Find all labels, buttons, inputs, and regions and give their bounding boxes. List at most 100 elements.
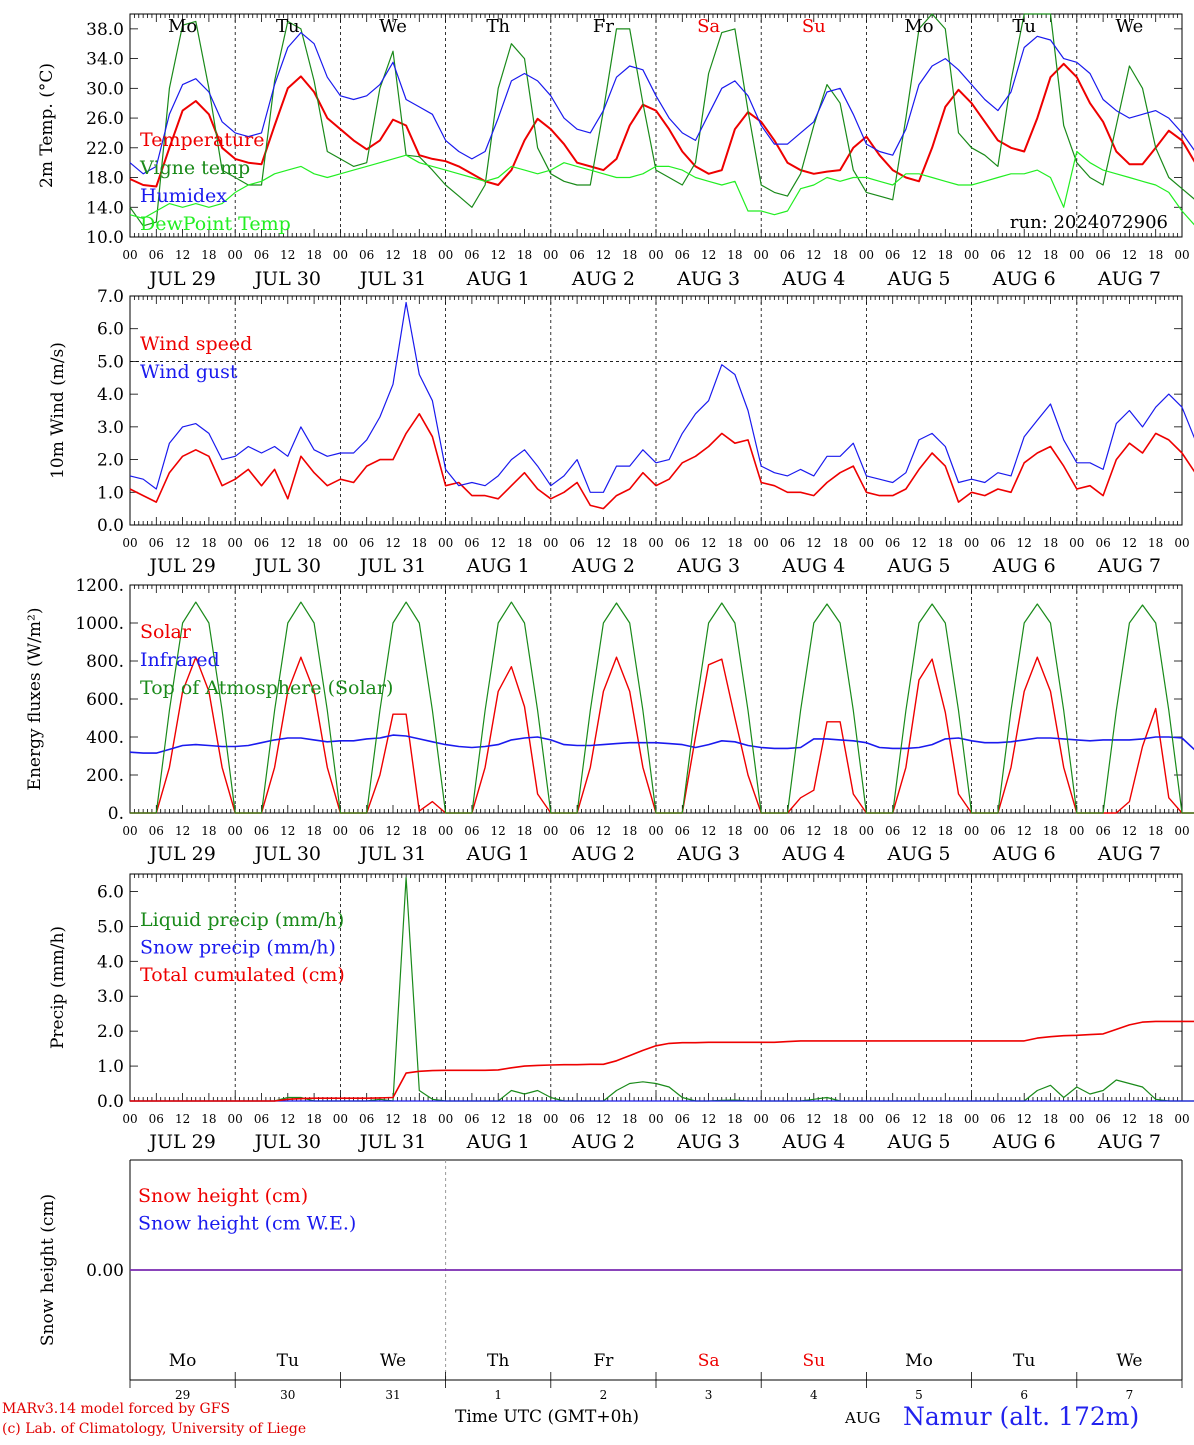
x-tick-label: 12 [701, 1112, 716, 1126]
y-tick-label: 1200. [75, 576, 124, 596]
x-tick-label: 06 [254, 1112, 269, 1126]
legend-entry: Wind gust [140, 361, 238, 383]
x-tick-label: 12 [1017, 536, 1032, 550]
x-tick-label: 12 [1122, 1112, 1137, 1126]
date-label: JUL 30 [253, 1131, 321, 1153]
weekday-label: We [379, 16, 407, 37]
x-tick-label: 12 [911, 1112, 926, 1126]
x-tick-label: 00 [648, 1112, 663, 1126]
x-tick-label: 00 [754, 248, 769, 262]
series-line [129, 13, 1194, 227]
date-label: AUG 3 [676, 1131, 740, 1153]
x-tick-label: 00 [228, 1112, 243, 1126]
y-tick-label: 1.0 [97, 1057, 124, 1077]
date-label: JUL 31 [358, 1131, 426, 1153]
x-tick-label: 18 [306, 248, 321, 262]
x-tick-label: 12 [491, 1112, 506, 1126]
x-tick-label: 18 [832, 1112, 847, 1126]
day-number: 5 [915, 1388, 923, 1402]
date-label: JUL 29 [147, 843, 215, 865]
x-tick-label: 06 [675, 1112, 690, 1126]
x-tick-label: 18 [1148, 248, 1163, 262]
x-tick-label: 18 [727, 536, 742, 550]
weekday-label: Tu [1013, 1351, 1035, 1371]
date-label: JUL 30 [253, 843, 321, 865]
series-line [130, 1020, 1194, 1102]
series-line [129, 301, 1194, 493]
x-tick-label: 06 [885, 536, 900, 550]
date-label: AUG 6 [992, 555, 1056, 577]
x-tick-label: 00 [543, 248, 558, 262]
x-tick-label: 12 [596, 248, 611, 262]
x-tick-label: 00 [438, 824, 453, 838]
x-tick-label: 12 [385, 824, 400, 838]
x-tick-label: 00 [122, 1112, 137, 1126]
legend-entry: Infrared [140, 649, 220, 671]
date-label: JUL 30 [253, 555, 321, 577]
y-tick-label: 0.0 [97, 516, 124, 536]
legend-entry: Humidex [140, 185, 227, 207]
date-label: JUL 29 [147, 1131, 215, 1153]
month-label: AUG [845, 1409, 881, 1427]
weekday-label: Su [802, 1351, 825, 1371]
x-tick-label: 00 [333, 536, 348, 550]
x-tick-label: 06 [675, 248, 690, 262]
x-tick-label: 12 [175, 1112, 190, 1126]
weekday-label: Fr [593, 1351, 614, 1371]
y-tick-label: 1.0 [97, 483, 124, 503]
weekday-label: We [380, 1351, 406, 1371]
x-tick-label: 00 [859, 536, 874, 550]
x-tick-label: 06 [885, 824, 900, 838]
weekday-label: Fr [593, 16, 614, 37]
x-tick-label: 18 [938, 248, 953, 262]
x-tick-label: 06 [990, 1112, 1005, 1126]
x-tick-label: 12 [175, 824, 190, 838]
x-tick-label: 00 [859, 248, 874, 262]
x-tick-label: 18 [622, 1112, 637, 1126]
x-tick-label: 00 [122, 536, 137, 550]
date-label: AUG 4 [781, 843, 845, 865]
x-tick-label: 00 [754, 536, 769, 550]
date-label: AUG 6 [992, 843, 1056, 865]
x-tick-label: 00 [1174, 248, 1189, 262]
date-label: AUG 1 [466, 555, 530, 577]
y-tick-label: 30.0 [86, 79, 124, 99]
date-label: JUL 29 [147, 268, 215, 290]
y-tick-label: 10.0 [86, 228, 124, 248]
x-tick-label: 18 [622, 824, 637, 838]
x-tick-label: 00 [1174, 824, 1189, 838]
x-tick-label: 12 [596, 536, 611, 550]
weekday-label: Mo [168, 16, 197, 37]
x-tick-label: 18 [1148, 1112, 1163, 1126]
x-tick-label: 12 [806, 248, 821, 262]
date-label: AUG 7 [1097, 268, 1161, 290]
x-tick-label: 06 [1095, 536, 1110, 550]
x-tick-label: 18 [201, 248, 216, 262]
x-tick-label: 12 [911, 248, 926, 262]
y-tick-label: 3.0 [97, 987, 124, 1007]
day-number: 7 [1126, 1388, 1134, 1402]
x-tick-label: 06 [780, 536, 795, 550]
x-tick-label: 18 [306, 1112, 321, 1126]
x-tick-label: 00 [122, 248, 137, 262]
x-tick-label: 06 [780, 1112, 795, 1126]
x-tick-label: 12 [911, 824, 926, 838]
x-tick-label: 06 [149, 824, 164, 838]
x-tick-label: 06 [990, 536, 1005, 550]
x-tick-label: 18 [306, 824, 321, 838]
day-number: 30 [280, 1388, 295, 1402]
x-tick-label: 12 [491, 248, 506, 262]
y-tick-label: 3.0 [97, 418, 124, 438]
date-label: AUG 7 [1097, 555, 1161, 577]
x-tick-label: 18 [832, 536, 847, 550]
weekday-label: Mo [169, 1351, 197, 1371]
y-tick-label: 200. [86, 766, 124, 786]
x-tick-label: 12 [280, 536, 295, 550]
x-tick-label: 18 [517, 248, 532, 262]
x-tick-label: 00 [1069, 248, 1084, 262]
y-tick-label: 5.0 [97, 917, 124, 937]
x-tick-label: 12 [806, 824, 821, 838]
date-label: JUL 31 [358, 268, 426, 290]
y-axis-label: Energy fluxes (W/m²) [25, 608, 45, 791]
x-tick-label: 18 [622, 248, 637, 262]
